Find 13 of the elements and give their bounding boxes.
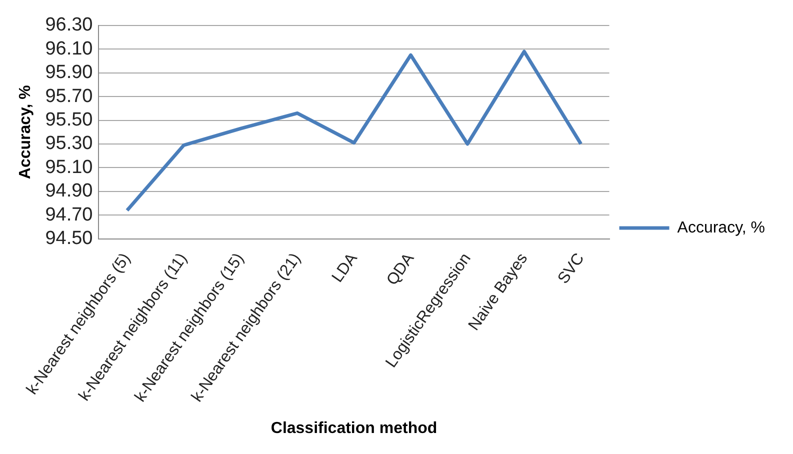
legend-label: Accuracy, % — [677, 219, 766, 236]
y-tick-label: 95.50 — [45, 109, 93, 130]
y-axis-title: Accuracy, % — [17, 85, 34, 180]
y-tick-label: 95.30 — [45, 133, 93, 154]
y-tick-label: 95.90 — [45, 62, 93, 84]
y-tick-label: 95.10 — [45, 156, 93, 178]
y-tick-label: 96.10 — [45, 38, 93, 60]
y-tick-label: 96.30 — [45, 14, 93, 36]
y-tick-label: 95.70 — [45, 86, 93, 107]
y-tick-label: 94.90 — [45, 180, 93, 202]
y-tick-label: 94.50 — [45, 228, 93, 250]
y-tick-label: 94.70 — [45, 204, 93, 226]
x-axis-title: Classification method — [270, 420, 438, 437]
